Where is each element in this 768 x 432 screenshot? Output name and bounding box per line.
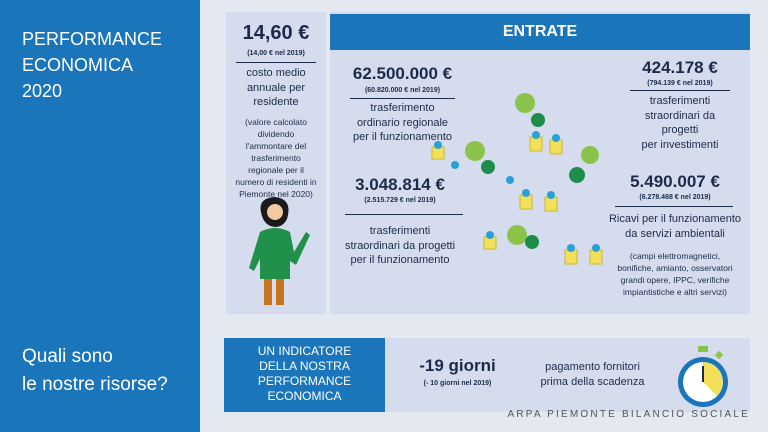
indicator-label: pagamento fornitori prima della scadenza — [525, 360, 660, 389]
cost-note-line: dividendo — [257, 129, 295, 139]
indicator-box-line: PERFORMANCE — [257, 374, 352, 388]
entrate-header: ENTRATE — [330, 14, 750, 50]
question-line: Quali sono — [22, 346, 113, 367]
item-label-line: trasferimenti — [369, 225, 431, 237]
cost-note-line: (valore calcolato — [245, 117, 307, 127]
cost-note-line: numero di residenti in — [235, 177, 317, 187]
item-note-line: bonifiche, amianto, osservatori — [617, 263, 733, 273]
cost-value: 14,60 € — [242, 22, 310, 44]
sidebar — [0, 0, 200, 432]
item-value: 3.048.814 € — [355, 175, 445, 194]
cost-label-line: costo medio — [246, 67, 306, 79]
person-icon — [249, 197, 310, 305]
rule — [615, 206, 733, 207]
question-line: le nostre risorse? — [22, 374, 168, 395]
decoration — [431, 93, 603, 265]
item-label: trasferimenti straordinari da progetti per … — [620, 94, 740, 152]
cost-label: costo medio annuale per residente — [226, 66, 326, 110]
sidebar-title-line: ECONOMICA — [22, 55, 134, 75]
item-label-line: straordinari da progetti — [344, 239, 456, 252]
cost-note-line: l'ammontare del — [245, 141, 307, 151]
item-previous: (794.139 € nel 2019) — [647, 80, 713, 87]
item-label: Ricavi per il funzionamento da servizi am… — [600, 212, 750, 241]
question: Quali sono le nostre risorse? — [22, 343, 168, 399]
item-label: trasferimenti straordinari da progetti per… — [335, 224, 465, 268]
footer: ARPA PIEMONTE BILANCIO SOCIALE — [507, 409, 750, 420]
item-label-line: Ricavi per il funzionamento — [608, 213, 742, 225]
item-label-line: per il funzionamento — [350, 254, 450, 266]
item-value: 424.178 € — [642, 58, 718, 77]
item-label-line: ordinario regionale — [356, 116, 449, 129]
item-label: trasferimento ordinario regionale per il f… — [340, 101, 465, 145]
cost-label-line: residente — [253, 96, 299, 108]
item-previous: (2.515.729 € nel 2019) — [364, 197, 436, 204]
rule — [345, 214, 463, 215]
entrate-panel — [330, 12, 750, 314]
item-label-line: trasferimento — [370, 102, 435, 114]
rule — [630, 90, 730, 91]
item-note-line: (campi elettromagnetici, — [629, 251, 721, 261]
item-value: 5.490.007 € — [630, 172, 720, 191]
item-label-line: per il funzionamento — [352, 131, 453, 143]
indicator-value: -19 giorni — [419, 356, 496, 375]
item-note-line: impiantistiche e altri servizi) — [623, 287, 727, 297]
cost-note-line: regionale per il — [248, 165, 304, 175]
cost-label-line: annuale per — [246, 81, 306, 94]
indicator-box-line: UN INDICATORE — [257, 344, 352, 358]
item-value: 62.500.000 € — [352, 64, 453, 83]
item-label-line: progetti — [661, 124, 699, 136]
item-note-line: grandi opere, IPPC, verifiche — [620, 275, 730, 285]
item-label-line: per investimenti — [641, 138, 719, 151]
item-previous: (6.278.468 € nel 2019) — [639, 194, 711, 201]
indicator-box-line: DELLA NOSTRA — [259, 359, 350, 373]
rule — [350, 98, 455, 99]
rule — [236, 62, 316, 63]
indicator-previous: (- 10 giorni nel 2019) — [423, 380, 492, 387]
sidebar-title: PERFORMANCE ECONOMICA 2020 — [22, 26, 162, 104]
cost-note-line: Piemonte nel 2020) — [239, 189, 313, 199]
cost-note-line: trasferimento — [251, 153, 301, 163]
indicator-label-line: prima della scadenza — [540, 375, 645, 388]
item-previous: (60.820.000 € nel 2019) — [364, 87, 441, 94]
cost-note: (valore calcolato dividendo l'ammontare de… — [226, 116, 326, 200]
stopwatch-icon — [678, 346, 728, 407]
item-label-line: trasferimenti — [649, 95, 711, 107]
sidebar-title-line: PERFORMANCE — [22, 29, 163, 49]
indicator-label-line: pagamento fornitori — [545, 361, 640, 373]
cost-previous: (14,00 € nel 2019) — [247, 50, 305, 57]
item-label-line: straordinari da — [644, 109, 716, 122]
indicator-box-line: ECONOMICA — [267, 389, 342, 403]
item-note: (campi elettromagnetici, bonifiche, amian… — [600, 250, 750, 298]
item-label-line: da servizi ambientali — [625, 227, 725, 240]
indicator-box: UN INDICATORE DELLA NOSTRA PERFORMANCE ECON… — [224, 338, 385, 412]
sidebar-title-line: 2020 — [22, 81, 63, 101]
